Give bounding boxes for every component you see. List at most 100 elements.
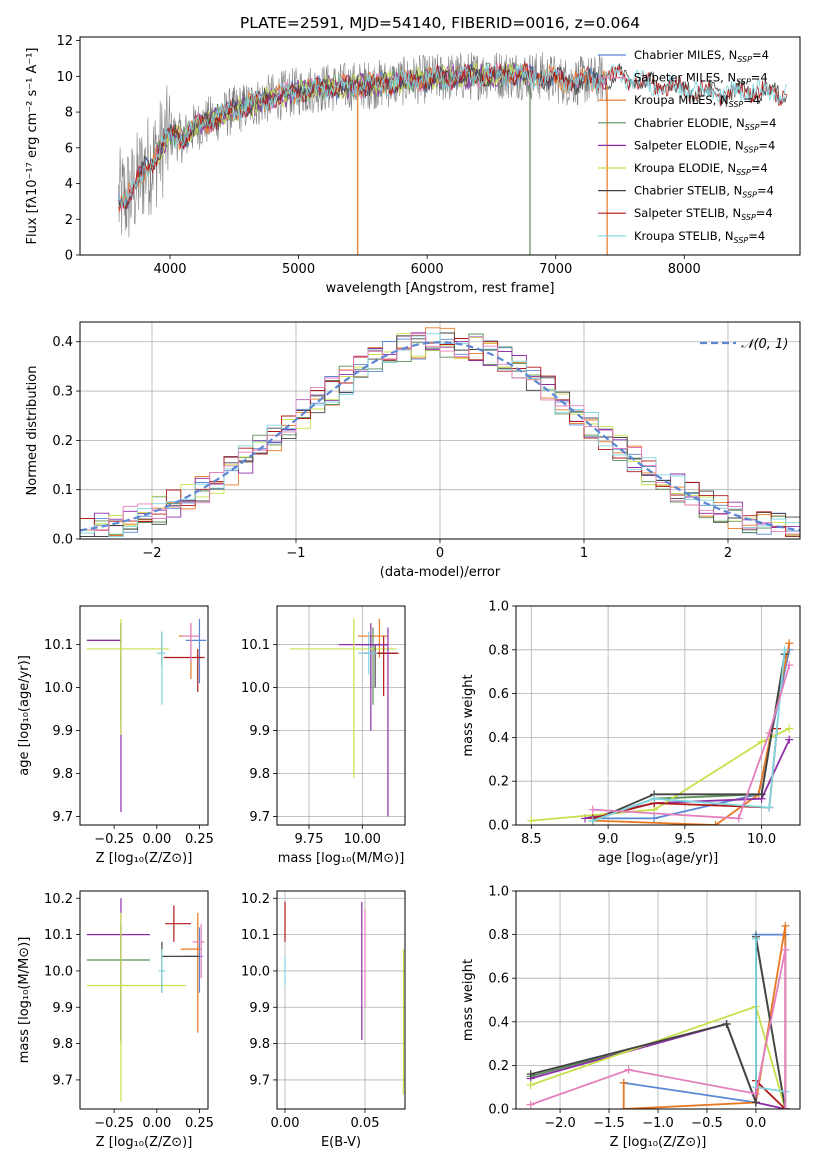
model-line <box>118 63 788 208</box>
model-line <box>118 60 788 211</box>
axes-frame <box>276 890 406 1110</box>
y-tick-label: 10.0 <box>44 681 73 696</box>
y-tick-label: 9.7 <box>249 1073 270 1088</box>
legend-label: Salpeter STELIB, NSSP=4 <box>634 206 773 222</box>
weight-marker <box>734 814 743 823</box>
x-tick-label: 0.05 <box>351 1116 380 1131</box>
y-tick-label: 9.9 <box>249 1001 270 1016</box>
weight-marker <box>751 1089 760 1098</box>
weight-line <box>592 654 786 822</box>
plot-area-z_mass <box>86 898 205 1102</box>
x-tick-label: 10.00 <box>344 832 381 847</box>
legend-label: Salpeter ELODIE, NSSP=4 <box>634 138 775 154</box>
x-axis-label: Z [log₁₀(Z/Z⊙)] <box>610 1135 707 1150</box>
x-tick-label: 0.25 <box>185 832 214 847</box>
axes-frame <box>79 36 801 256</box>
weight-line <box>623 933 787 1104</box>
y-tick-label: 9.8 <box>52 767 73 782</box>
y-tick-label: 9.9 <box>52 724 73 739</box>
weight-marker <box>785 735 794 744</box>
x-axis-label: (data-model)/error <box>380 565 501 580</box>
y-tick-label: 10.2 <box>241 892 270 907</box>
weight-marker <box>785 639 794 648</box>
weight-marker <box>650 814 659 823</box>
legend-label: Chabrier STELIB, NSSP=4 <box>634 184 774 200</box>
axes-z_mass: −0.25 0.00 0.25 9.7 9.8 9.9 10.0 10.1 10.2 Z [log… <box>17 890 214 1150</box>
weight-line <box>592 649 791 820</box>
legend-label: Kroupa STELIB, NSSP=4 <box>634 229 765 245</box>
plot-area-spectrum <box>118 52 788 255</box>
y-tick-label: 0.0 <box>488 819 509 834</box>
y-axis-label: mass weight <box>461 674 476 756</box>
weight-marker <box>751 1098 760 1107</box>
y-tick-label: 0.2 <box>52 434 73 449</box>
y-tick-label: 9.9 <box>249 724 270 739</box>
weight-marker <box>765 803 774 812</box>
weight-marker <box>526 1100 535 1109</box>
weight-marker <box>619 1105 628 1109</box>
y-tick-label: 9.7 <box>52 810 73 825</box>
x-tick-label: 8000 <box>668 262 701 277</box>
y-tick-label: 10.1 <box>241 638 270 653</box>
y-tick-label: 0.6 <box>488 687 509 702</box>
y-tick-label: 9.7 <box>52 1073 73 1088</box>
y-tick-label: 10 <box>56 70 73 85</box>
y-tick-label: 10.0 <box>241 964 270 979</box>
y-tick-label: 0.1 <box>52 483 73 498</box>
x-tick-label: 2 <box>724 546 732 561</box>
weight-line <box>622 925 787 1109</box>
y-tick-label: 4 <box>65 177 73 192</box>
x-tick-label: 8.5 <box>521 832 542 847</box>
weight-line <box>592 664 791 820</box>
y-axis-label: Normed distribution <box>25 366 40 496</box>
x-tick-label: 9.5 <box>675 832 696 847</box>
y-tick-label: 6 <box>65 141 73 156</box>
y-axis-label: mass weight <box>461 959 476 1041</box>
weight-marker <box>781 945 790 954</box>
x-tick-label: 0.00 <box>142 1116 171 1131</box>
histogram-step <box>80 333 800 537</box>
weight-marker <box>780 645 789 654</box>
axes-frame <box>515 605 801 826</box>
weight-marker <box>526 1070 535 1079</box>
x-tick-label: 0.0 <box>746 1116 767 1131</box>
axes-z_weight: −2.0 −1.5 −1.0 −0.5 0.0 0.0 0.2 0.4 0.6 0.8 1.0 Z [… <box>461 885 801 1150</box>
y-tick-label: 10.1 <box>44 928 73 943</box>
y-tick-label: 0.3 <box>52 385 73 400</box>
axes-spectrum: 4000 5000 6000 7000 8000 0 2 4 6 8 10 12 wavelength … <box>25 34 801 296</box>
y-tick-label: 0.2 <box>488 1059 509 1074</box>
y-tick-label: 10.0 <box>44 964 73 979</box>
x-axis-label: age [log₁₀(age/yr)] <box>598 851 719 866</box>
y-tick-label: 1.0 <box>488 600 509 615</box>
x-tick-label: 0.00 <box>142 832 171 847</box>
y-tick-label: 10.1 <box>241 928 270 943</box>
y-tick-label: 0.2 <box>488 775 509 790</box>
x-tick-label: −1.5 <box>593 1116 625 1131</box>
x-tick-label: 1 <box>580 546 588 561</box>
x-tick-label: 4000 <box>153 262 186 277</box>
y-tick-label: 9.8 <box>52 1037 73 1052</box>
weight-marker <box>781 1105 790 1109</box>
y-tick-label: 0.4 <box>488 731 509 746</box>
y-axis-label: Flux [fλ10⁻¹⁷ erg cm⁻² s⁻¹ A⁻¹] <box>25 48 40 245</box>
x-tick-label: 0 <box>436 546 444 561</box>
legend-label: Chabrier ELODIE, NSSP=4 <box>634 116 776 132</box>
weight-marker <box>785 661 794 670</box>
y-tick-label: 8 <box>65 106 73 121</box>
x-axis-label: wavelength [Angstrom, rest frame] <box>326 281 555 296</box>
y-tick-label: 10.1 <box>44 638 73 653</box>
weight-marker <box>781 921 790 930</box>
weight-marker <box>711 821 720 825</box>
y-axis-label: mass [log₁₀(M/M⊙)] <box>17 937 32 1064</box>
plot-area-residuals <box>80 327 800 537</box>
y-tick-label: 0.8 <box>488 928 509 943</box>
y-tick-label: 0.0 <box>488 1103 509 1118</box>
x-tick-label: 5000 <box>282 262 315 277</box>
y-tick-label: 1.0 <box>488 885 509 900</box>
weight-marker <box>588 805 597 814</box>
plot-layer: 4000 5000 6000 7000 8000024681012wavelength … <box>17 34 801 1150</box>
y-tick-label: 0.8 <box>488 643 509 658</box>
weight-marker <box>722 1019 731 1028</box>
x-tick-label: −0.25 <box>94 1116 134 1131</box>
legend-label: Kroupa ELODIE, NSSP=4 <box>634 161 768 177</box>
